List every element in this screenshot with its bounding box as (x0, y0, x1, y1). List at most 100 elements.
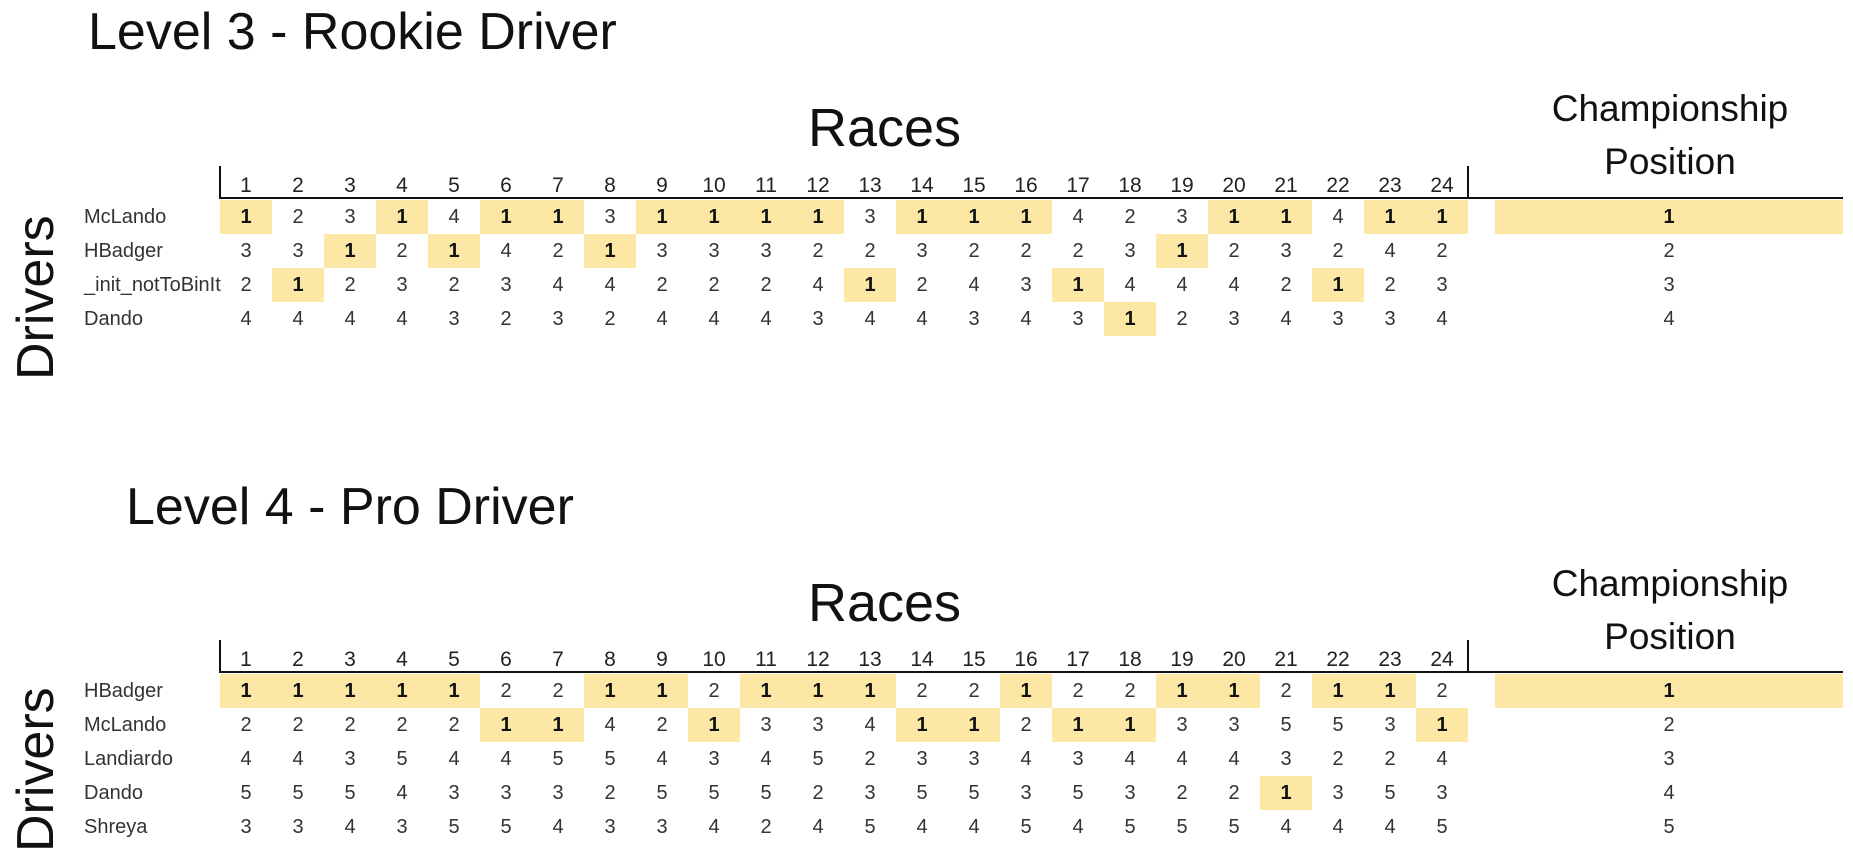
race-result-cell: 3 (968, 308, 980, 330)
race-result-cell: 2 (1436, 240, 1448, 262)
table-row: McLando 2 2 2 2 2 1 1 4 2 1 3 3 4 1 1 2 1 1 3 3 5 5 3 1 2 (0, 708, 1853, 742)
race-result-cell: 4 (500, 748, 512, 770)
race-result-cell: 2 (292, 206, 304, 228)
race-result-cell: 5 (1020, 816, 1032, 838)
race-result-cell: 2 (1436, 680, 1448, 702)
race-result-cell: 4 (1124, 748, 1136, 770)
race-result-cell: 3 (552, 782, 564, 804)
race-win-cell: 1 (896, 708, 948, 742)
race-result-cell: 4 (916, 816, 928, 838)
race-result-cell: 5 (344, 782, 356, 804)
race-result-cell: 5 (1280, 714, 1292, 736)
race-number: 17 (1066, 648, 1090, 671)
race-result-cell: 4 (656, 308, 668, 330)
race-result-cell: 3 (1124, 782, 1136, 804)
race-result-cell: 3 (1176, 206, 1188, 228)
driver-name: Dando (84, 782, 143, 804)
race-result-cell: 3 (500, 274, 512, 296)
race-number: 17 (1066, 174, 1090, 197)
race-result-cell: 3 (708, 240, 720, 262)
race-result-cell: 3 (448, 308, 460, 330)
table-row: HBadger 1 1 1 1 1 2 2 1 1 2 1 1 1 2 2 1 2 2 1 1 2 1 1 2 1 (0, 674, 1853, 708)
race-result-cell: 3 (396, 274, 408, 296)
race-number-header: 1 2 3 4 5 6 7 8 9 10 11 12 13 14 15 16 17 18 19 20 21 22 23 24 (0, 640, 1853, 672)
championship-position-cell: 5 (1663, 816, 1675, 838)
race-result-cell: 2 (604, 308, 616, 330)
race-number-header: 1 2 3 4 5 6 7 8 9 10 11 12 13 14 15 16 17 18 19 20 21 22 23 24 (0, 166, 1853, 198)
championship-position-heading: Championship Position (1500, 82, 1840, 188)
race-result-cell: 5 (864, 816, 876, 838)
race-result-cell: 5 (656, 782, 668, 804)
race-win-cell: 1 (740, 200, 792, 234)
race-win-cell: 1 (480, 708, 532, 742)
championship-position-cell: 4 (1663, 308, 1675, 330)
race-result-cell: 3 (864, 206, 876, 228)
race-result-cell: 2 (968, 680, 980, 702)
race-number: 10 (702, 174, 726, 197)
race-number: 8 (604, 174, 616, 197)
race-result-cell: 5 (708, 782, 720, 804)
race-result-cell: 3 (708, 748, 720, 770)
race-result-cell: 4 (1280, 308, 1292, 330)
race-result-cell: 3 (344, 748, 356, 770)
header-divider-right (1467, 640, 1469, 673)
race-result-cell: 2 (968, 240, 980, 262)
race-result-cell: 5 (604, 748, 616, 770)
race-number: 23 (1378, 648, 1402, 671)
race-result-cell: 3 (656, 816, 668, 838)
race-result-cell: 4 (1176, 274, 1188, 296)
race-result-cell: 3 (812, 308, 824, 330)
race-result-cell: 2 (552, 240, 564, 262)
race-result-cell: 2 (708, 274, 720, 296)
championship-position-cell: 4 (1663, 782, 1675, 804)
race-win-cell: 1 (792, 674, 844, 708)
race-result-cell: 2 (1228, 782, 1240, 804)
race-result-cell: 2 (708, 680, 720, 702)
race-result-cell: 3 (292, 816, 304, 838)
race-number: 7 (552, 648, 564, 671)
race-number: 2 (292, 648, 304, 671)
race-result-cell: 4 (1384, 816, 1396, 838)
driver-name: Dando (84, 308, 143, 330)
races-heading: Races (808, 98, 962, 158)
race-result-cell: 3 (1020, 782, 1032, 804)
race-number: 21 (1274, 174, 1298, 197)
race-win-cell: 1 (1208, 674, 1260, 708)
race-result-cell: 4 (708, 816, 720, 838)
driver-name: McLando (84, 714, 167, 736)
race-number: 22 (1326, 648, 1350, 671)
race-number: 1 (240, 648, 252, 671)
race-result-cell: 3 (1176, 714, 1188, 736)
race-result-cell: 5 (916, 782, 928, 804)
race-result-cell: 2 (1280, 274, 1292, 296)
race-result-cell: 5 (396, 748, 408, 770)
race-result-cell: 5 (1436, 816, 1448, 838)
race-result-cell: 5 (1176, 816, 1188, 838)
race-win-cell: 1 (324, 234, 376, 268)
race-result-cell: 3 (1436, 274, 1448, 296)
race-number: 5 (448, 174, 460, 197)
race-result-cell: 3 (240, 240, 252, 262)
header-underline (219, 197, 1843, 199)
championship-position-cell: 2 (1663, 714, 1675, 736)
race-result-cell: 5 (1124, 816, 1136, 838)
race-win-cell: 1 (948, 708, 1000, 742)
table-row: Dando 4 4 4 4 3 2 3 2 4 4 4 3 4 4 3 4 3 1 2 3 4 3 3 4 4 (0, 302, 1853, 336)
level-title: Level 3 - Rookie Driver (88, 3, 617, 61)
race-result-cell: 4 (1332, 206, 1344, 228)
race-result-cell: 4 (604, 714, 616, 736)
race-result-cell: 4 (240, 308, 252, 330)
race-result-cell: 3 (1072, 748, 1084, 770)
race-result-cell: 2 (812, 782, 824, 804)
level-title: Level 4 - Pro Driver (126, 478, 574, 536)
race-result-cell: 4 (1072, 206, 1084, 228)
race-win-cell: 1 (844, 268, 896, 302)
races-heading: Races (808, 573, 962, 633)
race-result-cell: 4 (916, 308, 928, 330)
header-underline (219, 671, 1843, 673)
race-result-cell: 3 (1332, 308, 1344, 330)
race-win-cell: 1 (1104, 302, 1156, 336)
race-number: 13 (858, 648, 882, 671)
race-win-cell: 1 (220, 674, 272, 708)
race-number: 24 (1430, 174, 1454, 197)
